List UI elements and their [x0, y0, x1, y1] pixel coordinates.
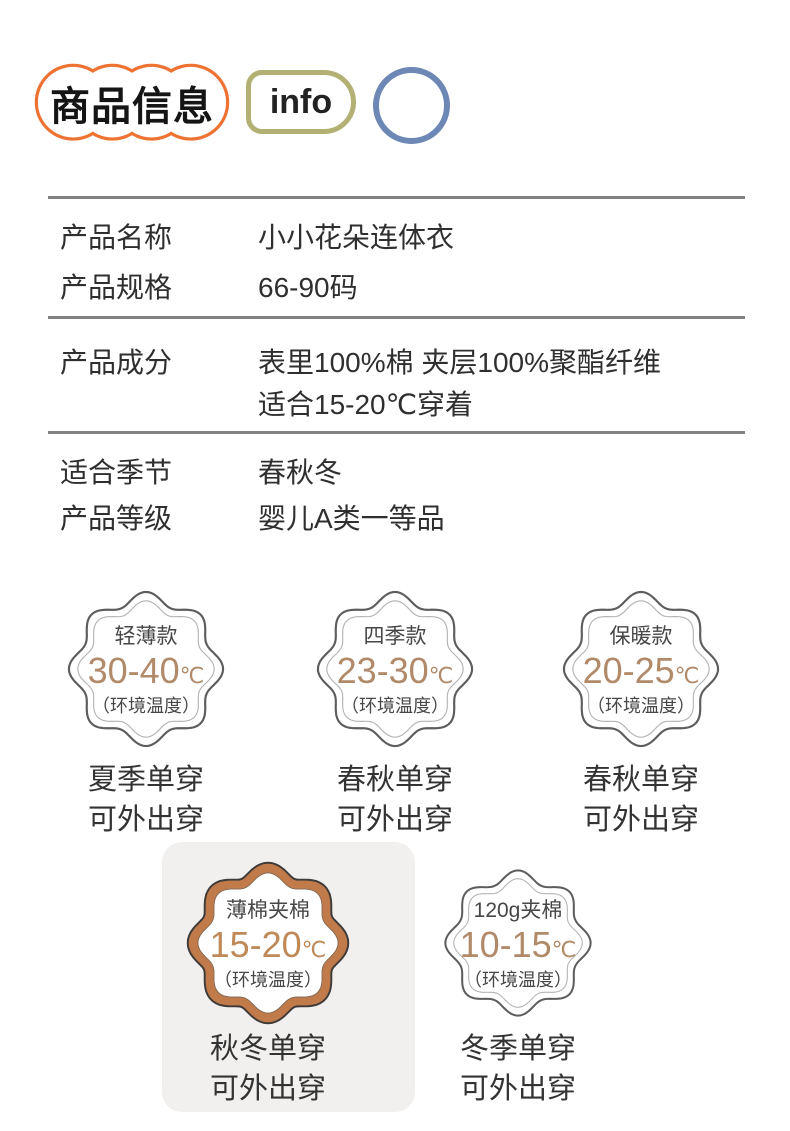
spec-value: 66-90码	[258, 272, 358, 303]
flower-outline-icon	[67, 590, 225, 748]
spec-row-season: 适合季节 春秋冬	[60, 451, 342, 491]
caption-line: 可外出穿	[459, 1073, 576, 1105]
badge-temp: 10-15℃	[459, 924, 577, 965]
badge-note: （环境温度）	[214, 970, 322, 990]
temp-badge-light: 轻薄款 30-40℃ （环境温度） 夏季单穿 可外出穿	[36, 582, 256, 840]
spec-label: 适合季节	[60, 457, 173, 488]
spec-label: 产品规格	[60, 272, 173, 303]
badge-captions: 春秋单穿 可外出穿	[285, 760, 505, 840]
title-cloud-badge: 商品信息	[34, 63, 230, 143]
temp-badge-120g-padded: 120g夹棉 10-15℃ （环境温度） 冬季单穿 可外出穿	[408, 861, 628, 1109]
spec-row-size: 产品规格 66-90码	[60, 266, 358, 306]
divider	[48, 316, 745, 319]
badge-captions: 春秋单穿 可外出穿	[531, 760, 751, 840]
badge-note: （环境温度）	[341, 696, 449, 716]
cloud-shape-icon	[34, 63, 230, 141]
badge-name: 四季款	[363, 625, 427, 648]
temp-unit: ℃	[551, 937, 577, 962]
badge-captions: 夏季单穿 可外出穿	[36, 760, 256, 840]
info-badge-label: info	[269, 82, 333, 121]
spec-value: 春秋冬	[258, 457, 343, 488]
caption-line: 可外出穿	[336, 804, 453, 836]
temp-unit: ℃	[301, 937, 327, 962]
spec-label: 产品等级	[60, 503, 173, 534]
caption-line: 冬季单穿	[459, 1033, 576, 1065]
temp-badge-all-season: 四季款 23-30℃ （环境温度） 春秋单穿 可外出穿	[285, 582, 505, 840]
info-badge: info	[246, 70, 356, 134]
spec-value-line2: 适合15-20℃穿着	[258, 389, 474, 420]
badge-temp: 20-25℃	[582, 650, 700, 691]
badge-note: （环境温度）	[92, 696, 200, 716]
caption-line: 春秋单穿	[336, 764, 453, 796]
badge-name: 保暖款	[609, 625, 673, 648]
page-title: 商品信息	[50, 85, 214, 129]
temp-badge-thin-padded: 薄棉夹棉 15-20℃ （环境温度） 秋冬单穿 可外出穿	[158, 861, 378, 1109]
caption-line: 春秋单穿	[582, 764, 699, 796]
spec-label: 产品成分	[60, 347, 173, 378]
temp-unit: ℃	[428, 663, 454, 688]
divider	[48, 431, 745, 434]
spec-row-grade: 产品等级 婴儿A类一等品	[60, 497, 445, 537]
caption-line: 可外出穿	[209, 1073, 326, 1105]
caption-line: 夏季单穿	[87, 764, 204, 796]
flower-outline-icon	[562, 590, 720, 748]
spec-row-material: 产品成分 表里100%棉 夹层100%聚酯纤维	[60, 341, 661, 381]
spec-value: 小小花朵连体衣	[258, 222, 455, 253]
spec-label: 产品名称	[60, 222, 173, 253]
flower-outline-icon	[444, 869, 592, 1017]
badge-temp: 23-30℃	[336, 650, 454, 691]
badge-name: 轻薄款	[114, 625, 178, 648]
caption-line: 秋冬单穿	[209, 1033, 326, 1065]
badge-name: 薄棉夹棉	[226, 899, 310, 922]
badge-note: （环境温度）	[464, 970, 572, 990]
badge-name: 120g夹棉	[473, 899, 563, 922]
badge-captions: 冬季单穿 可外出穿	[408, 1029, 628, 1109]
badge-temp: 30-40℃	[87, 650, 205, 691]
circle-ornament-icon	[373, 67, 450, 144]
temp-unit: ℃	[179, 663, 205, 688]
flower-outline-icon	[316, 590, 474, 748]
badge-temp: 15-20℃	[209, 924, 327, 965]
divider	[48, 196, 745, 199]
badge-captions: 秋冬单穿 可外出穿	[158, 1029, 378, 1109]
spec-row-name: 产品名称 小小花朵连体衣	[60, 216, 454, 256]
caption-line: 可外出穿	[87, 804, 204, 836]
badge-note: （环境温度）	[587, 696, 695, 716]
temp-unit: ℃	[674, 663, 700, 688]
spec-value: 婴儿A类一等品	[258, 503, 445, 534]
spec-value: 表里100%棉 夹层100%聚酯纤维	[258, 347, 662, 378]
flower-highlight-icon	[186, 861, 350, 1025]
temp-badge-warm: 保暖款 20-25℃ （环境温度） 春秋单穿 可外出穿	[531, 582, 751, 840]
caption-line: 可外出穿	[582, 804, 699, 836]
